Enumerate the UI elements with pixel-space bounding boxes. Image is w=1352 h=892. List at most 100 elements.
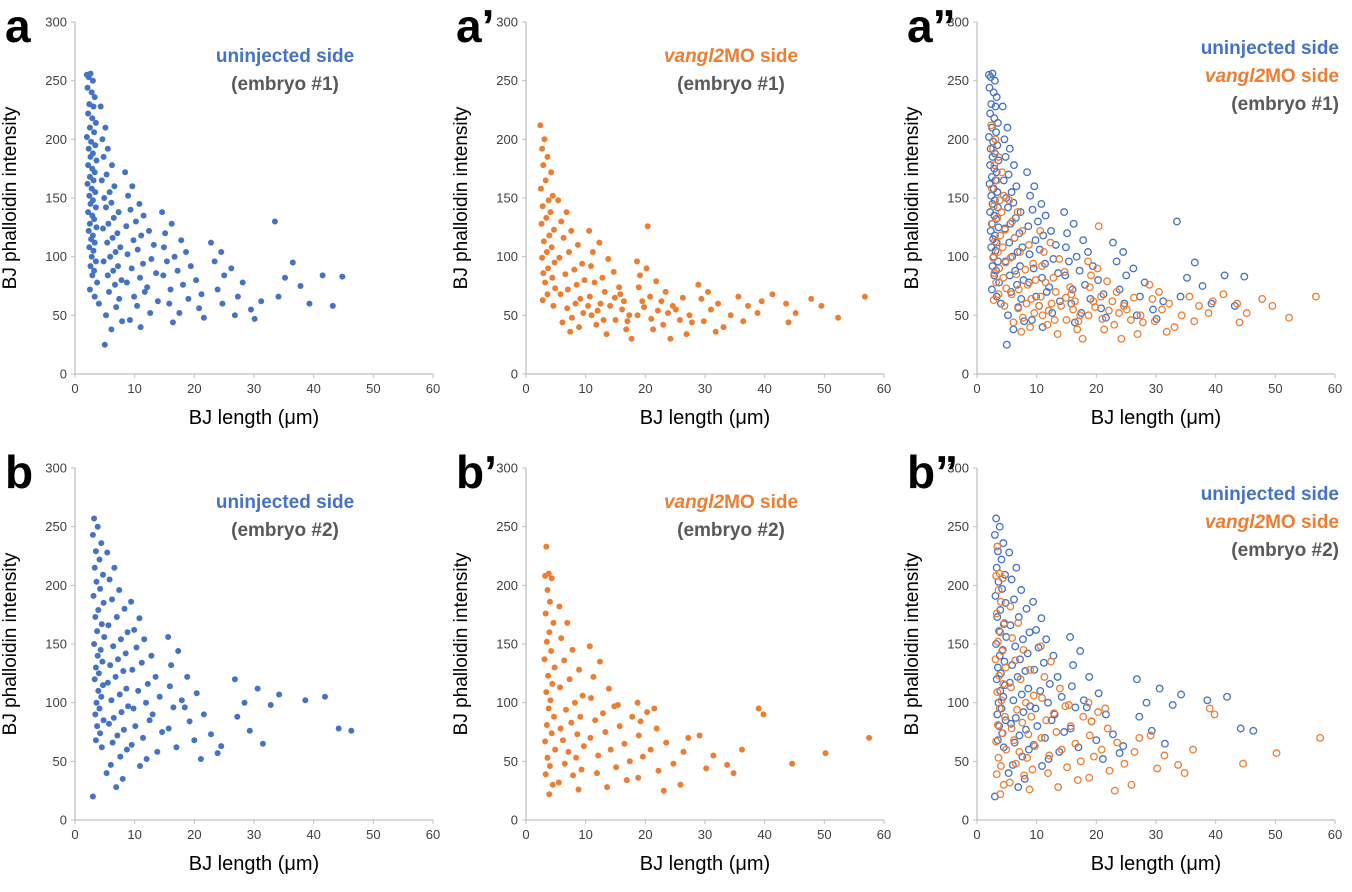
data-point	[1000, 618, 1009, 627]
data-point	[1042, 287, 1051, 296]
data-point	[1113, 738, 1122, 747]
data-point	[710, 752, 717, 759]
data-point	[1084, 698, 1093, 707]
data-point	[1016, 675, 1025, 684]
data-point	[197, 756, 204, 762]
panel-letter: b’	[456, 446, 497, 498]
x-tick-label: 0	[71, 827, 78, 842]
x-tick-label: 20	[1089, 381, 1103, 396]
data-point	[1073, 325, 1082, 334]
data-point	[1177, 311, 1186, 320]
data-point	[1005, 144, 1014, 153]
data-point	[1024, 730, 1033, 739]
data-point	[275, 293, 282, 300]
data-point	[234, 293, 241, 300]
data-point	[214, 750, 221, 757]
panel-b: 0 50 100 150 200 250 300 0 10 20 30 40 50 60 uninjecte…	[0, 446, 450, 892]
data-point	[1019, 708, 1028, 717]
data-point	[162, 230, 169, 237]
data-point	[144, 680, 151, 687]
data-point	[637, 272, 643, 279]
data-point	[1044, 755, 1053, 763]
data-point	[109, 739, 116, 746]
data-point	[1084, 257, 1092, 266]
data-point	[1011, 266, 1020, 275]
x-tick-label: 20	[1089, 827, 1103, 842]
data-point	[696, 732, 703, 739]
data-point	[611, 294, 618, 301]
data-point	[129, 183, 136, 190]
data-point	[1099, 290, 1108, 299]
y-tick-label: 50	[955, 308, 969, 323]
data-point	[1020, 317, 1029, 326]
data-point	[685, 734, 692, 741]
data-point	[118, 277, 125, 284]
data-point	[599, 274, 606, 281]
data-point	[1249, 726, 1258, 735]
data-point	[1040, 672, 1049, 681]
data-point	[665, 310, 671, 316]
y-tick-label: 250	[947, 73, 969, 88]
data-point	[993, 721, 1002, 729]
legend-line: vangl2MO side	[1205, 512, 1339, 533]
data-point	[677, 781, 684, 788]
data-point	[97, 730, 104, 737]
legend-line: (embryo #2)	[677, 520, 785, 541]
data-point	[539, 145, 546, 152]
data-point	[585, 302, 592, 309]
data-point	[1037, 199, 1046, 208]
data-point	[574, 241, 581, 248]
data-point	[1049, 273, 1058, 282]
data-point	[1027, 294, 1036, 303]
data-point	[1129, 293, 1138, 302]
data-point	[143, 756, 150, 762]
data-point	[1016, 655, 1024, 664]
data-point	[995, 627, 1004, 636]
data-point	[1066, 722, 1075, 731]
data-point	[1069, 661, 1078, 670]
data-point	[570, 772, 577, 779]
data-point	[115, 656, 121, 663]
data-point	[1044, 769, 1052, 778]
data-point	[1021, 698, 1030, 707]
data-point	[997, 696, 1006, 705]
data-point	[1066, 724, 1075, 733]
data-point	[147, 310, 154, 316]
series-vangl2MO_embryo1	[987, 121, 1320, 343]
data-point	[1180, 769, 1189, 778]
x-tick-label: 0	[522, 827, 529, 842]
data-point	[542, 610, 549, 617]
data-point	[984, 70, 993, 79]
data-point	[572, 300, 579, 307]
data-point	[995, 522, 1004, 531]
y-tick-label: 0	[511, 813, 518, 828]
data-point	[607, 746, 614, 753]
data-point	[1120, 759, 1129, 768]
data-point	[1127, 780, 1136, 789]
data-point	[1012, 182, 1021, 191]
data-point	[1064, 257, 1073, 266]
data-point	[1030, 182, 1039, 191]
data-point	[92, 258, 99, 265]
data-point	[1148, 294, 1157, 303]
data-point	[670, 760, 677, 767]
data-point	[1050, 709, 1058, 718]
series-uninjected_embryo1	[984, 69, 1249, 349]
data-point	[1025, 250, 1034, 259]
x-tick-label: 60	[1328, 381, 1342, 396]
data-point	[994, 156, 1003, 165]
data-point	[644, 709, 651, 716]
data-point	[835, 314, 842, 321]
data-point	[92, 548, 99, 555]
data-point	[1009, 325, 1018, 334]
data-point	[289, 259, 296, 266]
data-point	[89, 77, 96, 84]
data-point	[1195, 301, 1203, 310]
data-point	[720, 324, 727, 331]
data-point	[634, 312, 641, 319]
data-point	[94, 523, 101, 530]
data-point	[322, 693, 328, 700]
y-tick-label: 300	[496, 461, 518, 476]
data-point	[91, 216, 98, 223]
data-point	[92, 142, 99, 149]
